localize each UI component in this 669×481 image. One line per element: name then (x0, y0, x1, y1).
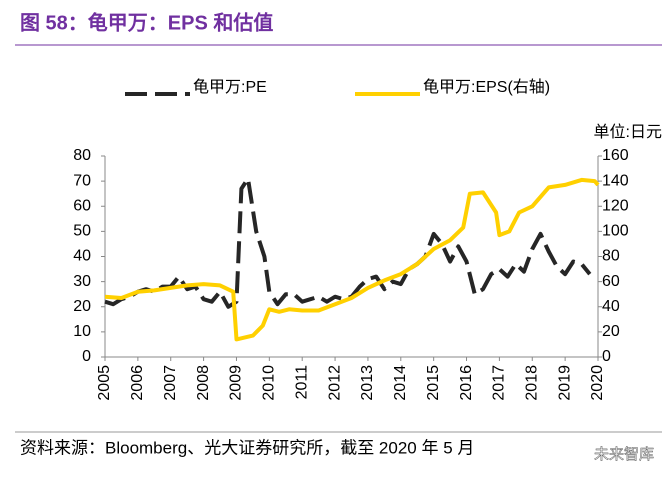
y2-tick-label: 160 (602, 147, 629, 164)
y2-tick-label: 40 (602, 298, 620, 315)
x-tick-label: 2014 (392, 365, 409, 401)
x-tick-label: 2015 (425, 365, 442, 401)
y-tick-label: 10 (73, 323, 91, 340)
x-tick-label: 2019 (556, 365, 573, 401)
unit-label: 单位:日元 (594, 123, 662, 141)
y-tick-label: 60 (73, 197, 91, 214)
source-note: 资料来源：Bloomberg、光大证券研究所，截至 2020 年 5 月 (20, 438, 474, 457)
y-tick-label: 0 (82, 348, 91, 365)
x-tick-label: 2006 (129, 365, 146, 401)
series-line (104, 177, 600, 342)
y-tick-label: 70 (73, 172, 91, 189)
y-tick-label: 50 (73, 223, 91, 240)
x-tick-label: 2018 (523, 365, 540, 401)
y2-tick-label: 80 (602, 248, 620, 265)
y2-tick-label: 60 (602, 273, 620, 290)
y-tick-label: 30 (73, 273, 91, 290)
x-tick-label: 2011 (293, 365, 310, 400)
x-tick-label: 2005 (96, 365, 113, 401)
x-tick-label: 2007 (162, 365, 179, 401)
watermark: 未来智库 (594, 445, 654, 463)
x-tick-label: 2008 (195, 365, 212, 401)
chart-title: 图 58：龟甲万：EPS 和估值 (20, 10, 273, 34)
y-tick-label: 80 (73, 147, 91, 164)
y2-tick-label: 20 (602, 323, 620, 340)
x-tick-label: 2010 (261, 365, 278, 401)
y2-tick-label: 100 (602, 223, 629, 240)
x-tick-label: 2009 (228, 365, 245, 401)
y2-tick-label: 120 (602, 197, 629, 214)
series-line (104, 176, 592, 309)
x-tick-label: 2016 (458, 365, 475, 401)
x-tick-label: 2013 (359, 365, 376, 401)
x-tick-label: 2017 (491, 365, 508, 401)
x-tick-label: 2020 (589, 365, 606, 401)
legend-label: 龟甲万:EPS(右轴) (423, 78, 550, 96)
y-tick-label: 20 (73, 298, 91, 315)
y-tick-label: 40 (73, 248, 91, 265)
legend-label: 龟甲万:PE (193, 78, 267, 96)
x-tick-label: 2012 (326, 365, 343, 401)
y2-tick-label: 140 (602, 172, 629, 189)
y2-tick-label: 0 (602, 348, 611, 365)
